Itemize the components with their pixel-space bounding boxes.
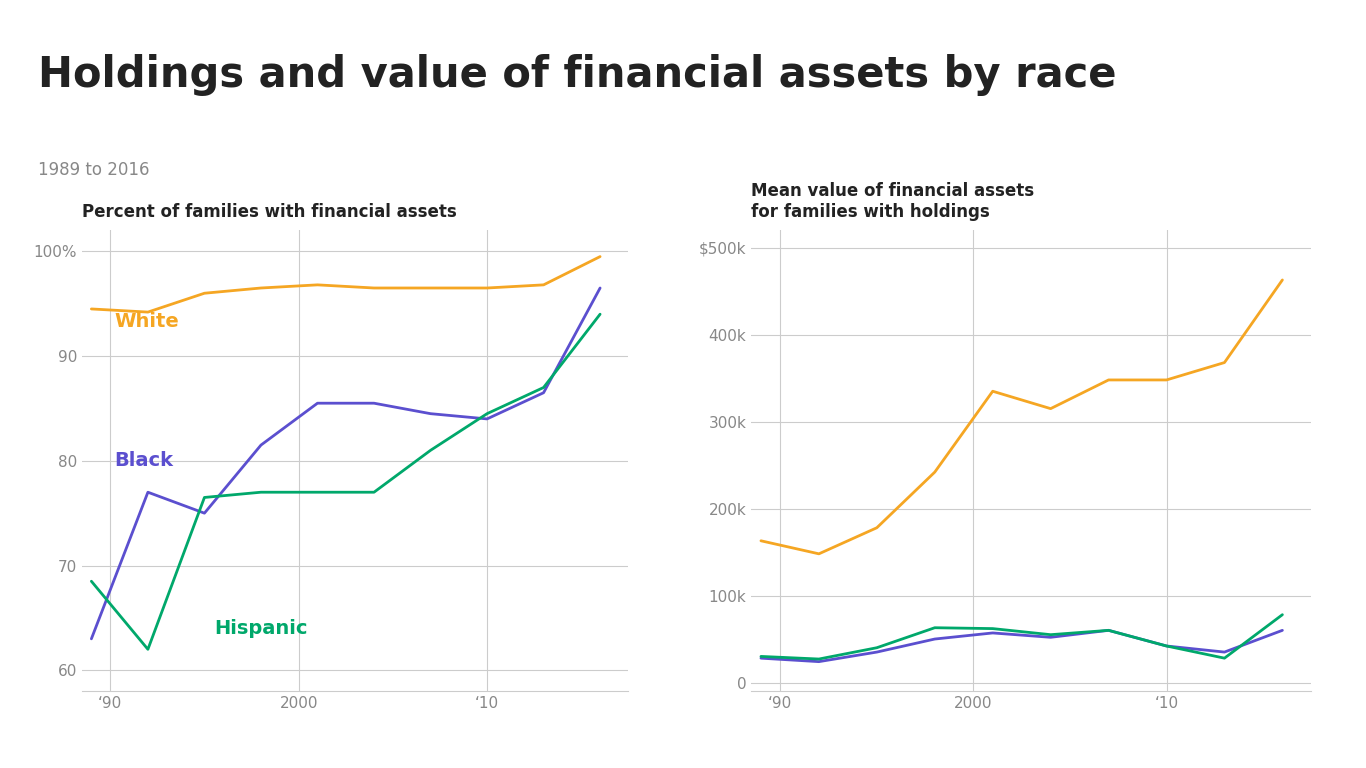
Text: Black: Black (113, 451, 173, 470)
Text: 1989 to 2016: 1989 to 2016 (38, 161, 150, 179)
Text: White: White (113, 312, 179, 331)
Text: Mean value of financial assets
for families with holdings: Mean value of financial assets for famil… (751, 182, 1034, 220)
Text: Hispanic: Hispanic (214, 618, 307, 637)
Text: Percent of families with financial assets: Percent of families with financial asset… (82, 203, 456, 220)
Text: Holdings and value of financial assets by race: Holdings and value of financial assets b… (38, 54, 1117, 96)
